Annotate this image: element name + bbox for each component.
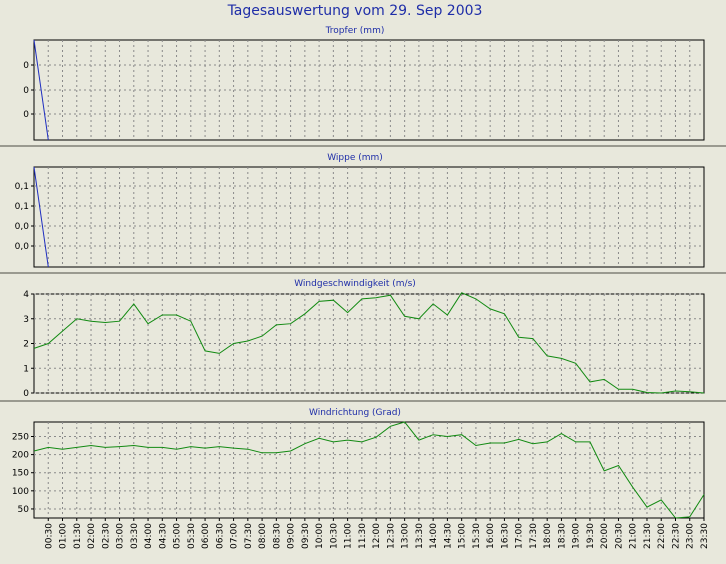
x-tick-label: 22:30 <box>672 523 682 549</box>
chart-panel-1: Tropfer (mm) 0 0 0 <box>0 26 726 147</box>
x-tick-label: 13:30 <box>415 523 425 549</box>
x-tick-label: 09:00 <box>287 523 297 549</box>
x-tick-label: 20:30 <box>615 523 625 549</box>
x-tick-label: 14:30 <box>443 523 453 549</box>
chart-panel-4: Windrichtung (Grad) 50 100 150 200 250 <box>12 408 705 519</box>
y-tick-label: 0 <box>23 110 29 120</box>
x-tick-label: 00:30 <box>44 523 54 549</box>
x-tick-label: 11:00 <box>344 523 354 549</box>
x-tick-label: 19:00 <box>572 523 582 549</box>
x-tick-label: 16:00 <box>486 523 496 549</box>
x-tick-label: 15:00 <box>458 523 468 549</box>
x-tick-label: 04:00 <box>144 523 154 549</box>
series-line <box>33 421 705 519</box>
x-tick-label: 18:30 <box>557 523 567 549</box>
series-line <box>33 292 705 394</box>
x-tick-label: 11:30 <box>358 523 368 549</box>
x-tick-label: 21:30 <box>643 523 653 549</box>
y-tick-label: 1 <box>23 364 29 374</box>
x-tick-label: 02:30 <box>101 523 111 549</box>
x-tick-label: 01:30 <box>73 523 83 549</box>
x-tick-label: 05:30 <box>187 523 197 549</box>
x-tick-label: 12:30 <box>386 523 396 549</box>
x-tick-label: 22:00 <box>657 523 667 549</box>
plot-area <box>33 166 705 268</box>
x-tick-label: 17:00 <box>515 523 525 549</box>
page-title: Tagesauswertung vom 29. Sep 2003 <box>227 3 483 19</box>
x-tick-label: 10:30 <box>329 523 339 549</box>
x-tick-label: 12:00 <box>372 523 382 549</box>
x-tick-label: 14:00 <box>429 523 439 549</box>
chart-title: Windrichtung (Grad) <box>309 408 401 418</box>
charts-layer: Tropfer (mm) 0 0 0 Wippe (mm) 0,1 0,1 0,0 0,0 Win… <box>0 26 726 519</box>
x-tick-label: 21:00 <box>629 523 639 549</box>
y-tick-label: 0,1 <box>15 182 29 192</box>
x-tick-label: 08:00 <box>258 523 268 549</box>
x-tick-label: 15:30 <box>472 523 482 549</box>
y-tick-label: 150 <box>12 469 29 479</box>
y-tick-label: 0 <box>23 86 29 96</box>
x-tick-label: 07:30 <box>244 523 254 549</box>
chart-panel-3: Windgeschwindigkeit (m/s) 0 1 2 3 4 <box>0 279 726 402</box>
y-tick-label: 3 <box>23 315 29 325</box>
x-axis: 00:30 01:00 01:30 02:00 02:30 03:00 03:30 04:00… <box>44 518 710 549</box>
chart-title: Tropfer (mm) <box>325 26 385 36</box>
x-tick-label: 01:00 <box>59 523 69 549</box>
y-tick-label: 0 <box>23 61 29 71</box>
x-tick-label: 03:30 <box>130 523 140 549</box>
x-tick-label: 07:00 <box>230 523 240 549</box>
x-tick-label: 04:30 <box>158 523 168 549</box>
x-tick-label: 02:00 <box>87 523 97 549</box>
x-tick-label: 06:00 <box>201 523 211 549</box>
y-tick-label: 0,0 <box>15 242 30 252</box>
x-tick-label: 05:00 <box>173 523 183 549</box>
x-tick-label: 18:00 <box>543 523 553 549</box>
y-tick-label: 250 <box>12 432 29 442</box>
x-tick-label: 19:30 <box>586 523 596 549</box>
chart-title: Windgeschwindigkeit (m/s) <box>294 279 416 289</box>
x-tick-label: 09:30 <box>301 523 311 549</box>
x-tick-label: 23:00 <box>686 523 696 549</box>
y-tick-label: 200 <box>12 451 29 461</box>
plot-area <box>33 421 705 519</box>
x-tick-label: 13:00 <box>401 523 411 549</box>
series-line <box>33 166 49 268</box>
x-tick-label: 17:30 <box>529 523 539 549</box>
y-tick-label: 0,0 <box>15 222 30 232</box>
chart-panel-2: Wippe (mm) 0,1 0,1 0,0 0,0 <box>0 153 726 274</box>
x-tick-label: 10:00 <box>315 523 325 549</box>
x-tick-label: 23:30 <box>700 523 710 549</box>
y-tick-label: 0 <box>23 389 29 399</box>
chart-title: Wippe (mm) <box>327 153 383 163</box>
y-tick-label: 4 <box>23 290 29 300</box>
x-tick-label: 03:00 <box>116 523 126 549</box>
x-tick-label: 08:30 <box>272 523 282 549</box>
y-tick-label: 0,1 <box>15 202 29 212</box>
x-tick-label: 06:30 <box>215 523 225 549</box>
y-tick-label: 2 <box>23 340 29 350</box>
x-tick-label: 20:00 <box>600 523 610 549</box>
x-tick-label: 16:30 <box>500 523 510 549</box>
y-tick-label: 50 <box>18 505 30 515</box>
y-tick-label: 100 <box>12 487 29 497</box>
series-line <box>33 39 49 141</box>
